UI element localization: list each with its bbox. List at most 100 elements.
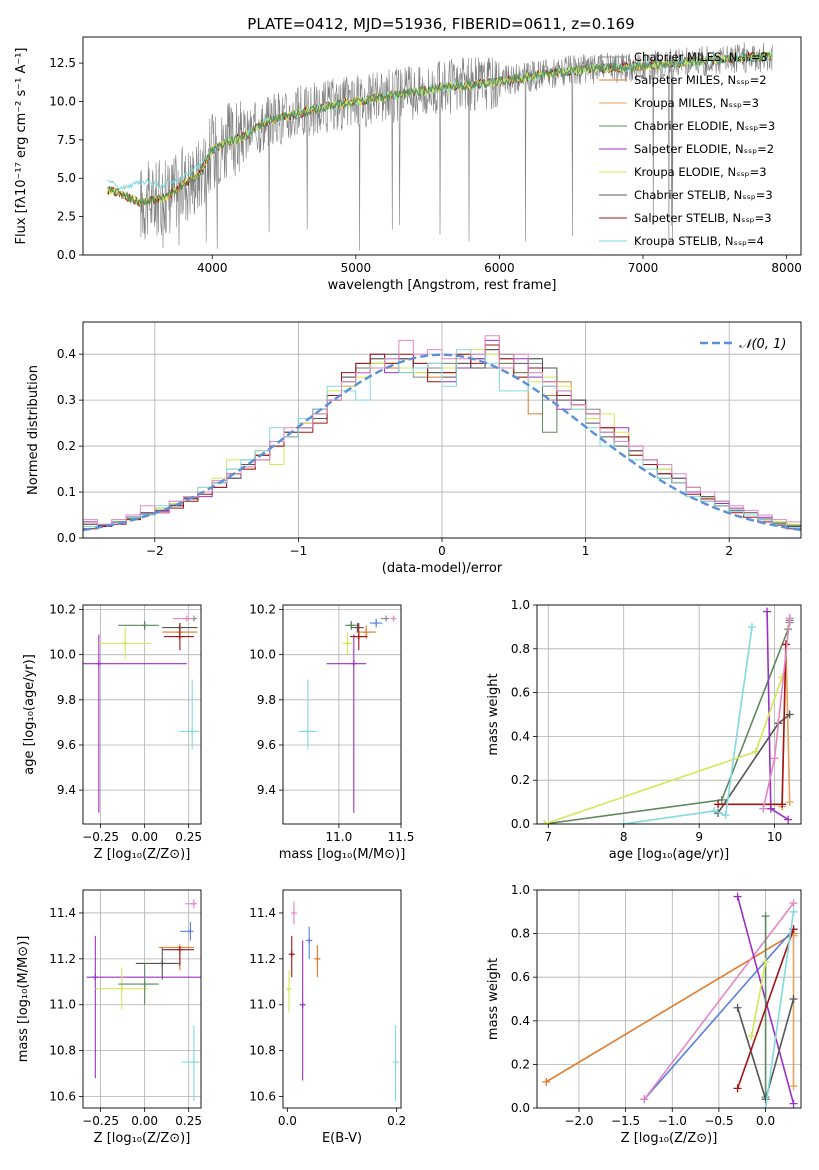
weight-marker xyxy=(784,815,793,824)
mass-vs-Z-axes: −0.25 0.00 0.25 10.6 10.8 11.0 11.2 11.4 Z [log₁… xyxy=(16,890,202,1146)
age-vs-Z-frame xyxy=(82,604,202,825)
y-tick-label: 9.4 xyxy=(57,783,76,797)
y-tick-label: 10.2 xyxy=(249,603,276,617)
y-tick-label: 11.4 xyxy=(49,906,76,920)
weight-line xyxy=(623,626,753,824)
y-axis-label: mass [log₁₀(M/M⊙)] xyxy=(16,936,31,1063)
y-tick-label: 12.5 xyxy=(49,56,76,70)
mass-vs-ebv-plot xyxy=(286,901,399,1102)
data-point xyxy=(355,633,362,640)
y-axis-label: mass weight xyxy=(486,958,501,1040)
weight-marker xyxy=(721,811,730,820)
weight-marker xyxy=(540,820,549,824)
y-tick-label: 0.4 xyxy=(511,729,530,743)
y-tick-label: 0.4 xyxy=(511,1014,530,1028)
weight-marker xyxy=(747,622,756,631)
weight-marker xyxy=(770,754,779,763)
x-axis-label: Z [log₁₀(Z/Z⊙)] xyxy=(94,1131,191,1146)
model-spectrum xyxy=(107,51,773,206)
legend-label: Salpeter MILES, Nₛₛₚ=2 xyxy=(634,73,767,87)
weight-line xyxy=(643,928,795,1100)
data-point xyxy=(92,974,99,981)
x-tick-label: −2.0 xyxy=(564,1114,593,1128)
x-tick-label: −1.5 xyxy=(611,1114,640,1128)
x-axis-label: Z [log₁₀(Z/Z⊙)] xyxy=(94,847,191,862)
x-tick-label: 8000 xyxy=(771,261,802,275)
x-tick-label: 9 xyxy=(695,830,703,844)
y-tick-label: 5.0 xyxy=(57,171,76,185)
data-point xyxy=(354,624,361,631)
weight-vs-age-plot xyxy=(540,607,794,824)
legend-label: Kroupa STELIB, Nₛₛₚ=4 xyxy=(634,234,764,248)
data-point xyxy=(390,615,397,622)
age-vs-Z-plot xyxy=(83,615,200,813)
weight-marker xyxy=(733,892,742,901)
y-tick-label: 11.0 xyxy=(49,998,76,1012)
weight-marker xyxy=(761,912,770,921)
y-tick-label: 0.2 xyxy=(57,439,76,453)
residuals-frame xyxy=(82,321,802,539)
y-tick-label: 2.5 xyxy=(57,210,76,224)
weight-marker xyxy=(761,1104,770,1108)
x-tick-label: 1 xyxy=(582,544,590,558)
age-vs-Z-axes: −0.25 0.00 0.25 9.4 9.6 9.8 10.0 10.2 Z [log₁₀(Z… xyxy=(22,603,202,862)
y-tick-label: 7.5 xyxy=(57,133,76,147)
data-point xyxy=(299,1001,306,1008)
weight-marker xyxy=(717,795,726,804)
weight-line xyxy=(736,928,795,1089)
y-tick-label: 11.2 xyxy=(249,952,276,966)
x-tick-label: 8 xyxy=(620,830,628,844)
x-tick-label: −0.25 xyxy=(82,1114,119,1128)
residuals-legend: 𝒩(0, 1) xyxy=(700,337,786,352)
weight-marker xyxy=(785,710,794,719)
y-tick-label: 11.2 xyxy=(49,952,76,966)
data-point xyxy=(159,960,166,967)
x-tick-label: 11.0 xyxy=(326,830,353,844)
weight-marker xyxy=(778,800,787,809)
weight-marker xyxy=(789,1099,798,1108)
y-tick-label: 0.8 xyxy=(511,927,530,941)
weight-marker xyxy=(761,1095,770,1104)
figure-title: PLATE=0412, MJD=51936, FIBERID=0611, z=0… xyxy=(247,15,634,33)
age-vs-mass-axes: 11.0 11.5 9.4 9.6 9.8 10.0 10.2 mass [log₁₀(M/M… xyxy=(249,603,414,862)
x-tick-label: 4000 xyxy=(197,261,228,275)
y-tick-label: 10.0 xyxy=(49,648,76,662)
y-tick-label: 10.8 xyxy=(249,1044,276,1058)
y-tick-label: 0.1 xyxy=(57,485,76,499)
weight-marker xyxy=(640,1095,649,1104)
y-axis-label: Normed distribution xyxy=(26,365,41,495)
mass-vs-ebv-frame xyxy=(282,889,402,1109)
weight-marker xyxy=(710,806,719,815)
y-tick-label: 10.8 xyxy=(49,1044,76,1058)
data-point xyxy=(187,928,194,935)
x-tick-label: −1 xyxy=(290,544,308,558)
weight-vs-Z-plot xyxy=(542,892,798,1108)
legend-label: Chabrier MILES, Nₛₛₚ=3 xyxy=(634,50,768,64)
y-tick-label: 10.0 xyxy=(249,648,276,662)
y-tick-label: 11.0 xyxy=(249,998,276,1012)
x-tick-label: 0.00 xyxy=(131,830,158,844)
weight-line xyxy=(643,902,795,1100)
data-point xyxy=(190,1059,197,1066)
y-tick-label: 10.6 xyxy=(49,1090,76,1104)
x-tick-label: 0.2 xyxy=(387,1114,406,1128)
residuals-plot xyxy=(83,335,801,538)
x-tick-label: 5000 xyxy=(341,261,372,275)
y-tick-label: 0.4 xyxy=(57,347,76,361)
weight-marker xyxy=(789,995,798,1003)
x-tick-label: −2 xyxy=(146,544,164,558)
y-tick-label: 9.8 xyxy=(257,693,276,707)
y-tick-label: 0.2 xyxy=(511,1057,530,1071)
y-tick-label: 0.6 xyxy=(511,686,530,700)
y-tick-label: 9.6 xyxy=(57,738,76,752)
data-point xyxy=(95,660,102,667)
legend-label: Kroupa ELODIE, Nₛₛₚ=3 xyxy=(634,165,767,179)
weight-vs-Z-frame xyxy=(536,889,802,1109)
data-point xyxy=(141,981,148,988)
x-axis-label: E(B-V) xyxy=(322,1131,362,1146)
data-point xyxy=(304,728,311,735)
spectrum-axes: 4000 5000 6000 7000 8000 0.0 2.5 5.0 7.5 10.0 12.5… xyxy=(14,48,802,294)
y-tick-label: 0.0 xyxy=(57,531,76,545)
x-tick-label: 0.0 xyxy=(278,1114,297,1128)
x-tick-label: −0.5 xyxy=(704,1114,733,1128)
